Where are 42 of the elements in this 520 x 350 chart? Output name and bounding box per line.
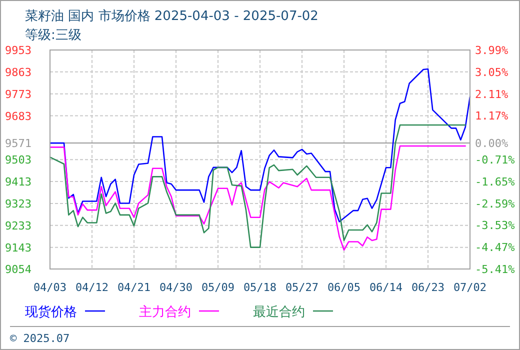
line-series [49, 124, 466, 248]
line-series [49, 68, 471, 222]
x-tick-label: 07/02 [453, 281, 487, 294]
y2-tick-label: -2.59% [475, 197, 516, 210]
x-tick-label: 04/21 [117, 281, 151, 294]
y-tick-label: 9054 [5, 263, 32, 276]
x-tick-label: 06/05 [327, 281, 361, 294]
y2-tick-label: 1.17% [475, 110, 508, 123]
y-tick-label: 9233 [5, 219, 32, 232]
chart-title: 菜籽油 国内 市场价格 2025-04-03 - 2025-07-02 [25, 9, 318, 24]
y-tick-label: 9323 [5, 197, 32, 210]
y-tick-label: 9503 [5, 154, 32, 167]
y2-tick-label: 3.05% [475, 66, 508, 79]
y2-tick-label: -5.41% [475, 263, 516, 276]
x-tick-label: 06/14 [369, 281, 403, 294]
x-tick-label: 04/30 [159, 281, 193, 294]
y-tick-label: 9571 [5, 137, 32, 150]
y2-tick-label: -3.53% [475, 219, 516, 232]
y-tick-label: 9413 [5, 176, 32, 189]
y-tick-label: 9143 [5, 241, 32, 254]
y2-tick-label: -4.47% [475, 241, 516, 254]
x-tick-label: 04/03 [33, 281, 67, 294]
y-tick-label: 9863 [5, 66, 32, 79]
chart-subtitle: 等级:三级 [25, 28, 82, 43]
y-tick-label: 9773 [5, 88, 32, 101]
x-tick-label: 05/09 [201, 281, 235, 294]
legend-label: 现货价格 [25, 305, 77, 320]
line-series [49, 145, 466, 251]
x-tick-label: 05/18 [243, 281, 277, 294]
y-tick-label: 9683 [5, 110, 32, 123]
y2-tick-label: -1.65% [475, 175, 516, 188]
x-tick-label: 05/27 [285, 281, 319, 294]
x-tick-label: 06/23 [411, 281, 445, 294]
y2-tick-label: 3.99% [475, 44, 508, 57]
x-tick-label: 04/12 [75, 281, 109, 294]
legend-label: 主力合约 [139, 304, 191, 320]
y2-tick-label: 0.00% [475, 136, 508, 150]
y2-tick-label: -0.71% [475, 154, 516, 166]
text: © 2025.07 [10, 332, 70, 345]
legend-label: 最近合约 [253, 305, 305, 320]
y2-tick-label: 2.11% [475, 88, 508, 101]
y-tick-label: 9953 [5, 44, 32, 57]
